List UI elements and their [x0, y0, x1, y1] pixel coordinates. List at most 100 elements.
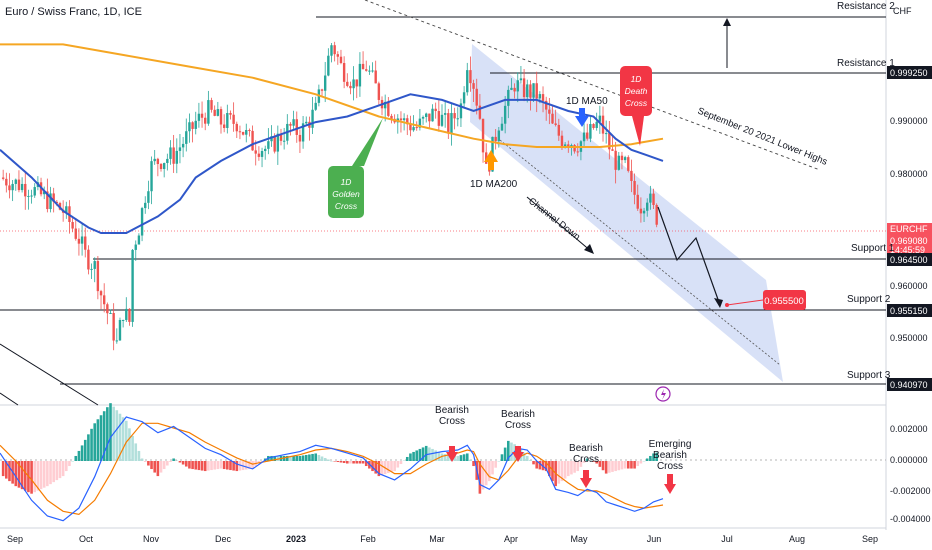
- macd-annotation-3: Bearish: [569, 443, 603, 454]
- candle-body: [8, 185, 11, 191]
- candle-body: [24, 183, 27, 197]
- candle-body: [276, 133, 280, 152]
- macd-histogram-bar: [134, 443, 138, 461]
- candle-body: [166, 158, 169, 164]
- macd-histogram-bar: [649, 455, 652, 461]
- macd-histogram-bar: [143, 461, 147, 463]
- last-price-label-bg: [887, 235, 932, 255]
- macd-histogram-bar: [491, 461, 494, 475]
- candle-body: [144, 202, 147, 209]
- macd-histogram-bar: [295, 455, 299, 461]
- time-tick-jun: Jun: [647, 534, 662, 544]
- candle-body: [447, 113, 450, 134]
- candle-body: [582, 132, 586, 142]
- candle-body: [456, 118, 459, 120]
- macd-histogram-bar: [156, 461, 160, 477]
- candle-body: [320, 89, 324, 91]
- macd-histogram-bar: [535, 461, 539, 469]
- macd-histogram-bar: [465, 453, 469, 461]
- macd-annotation-1b: Cross: [439, 416, 465, 427]
- candle-body: [544, 100, 548, 110]
- macd-histogram-bar: [169, 461, 172, 463]
- price-label-resistance-1: 0.999250: [890, 68, 928, 78]
- candle-body: [279, 133, 283, 141]
- macd-histogram-bar: [106, 407, 109, 461]
- ma50-arrow-head: [575, 116, 589, 127]
- time-tick-sep: Sep: [7, 534, 23, 544]
- macd-histogram-bar: [462, 454, 466, 461]
- candle-body: [137, 235, 141, 245]
- macd-histogram-bar: [557, 461, 561, 484]
- macd-annotation-2b: Cross: [505, 420, 531, 431]
- candle-body: [592, 124, 595, 128]
- candle-body: [43, 191, 46, 195]
- macd-histogram-bar: [604, 461, 608, 474]
- macd-histogram-bar: [286, 455, 289, 461]
- macd-histogram-bar: [333, 461, 336, 462]
- macd-annotation-2: Bearish: [501, 409, 535, 420]
- candle-body: [557, 124, 561, 136]
- candle-body: [655, 204, 658, 225]
- symbol-label: EURCHF: [890, 224, 928, 234]
- candle-body: [633, 180, 636, 195]
- candle-body: [188, 122, 191, 132]
- price-axis-bg: [886, 0, 932, 550]
- candle-body: [229, 113, 232, 115]
- candle-body: [374, 70, 377, 84]
- candle-body: [371, 70, 374, 72]
- macd-histogram-bar: [229, 461, 232, 471]
- macd-histogram-bar: [162, 461, 166, 470]
- macd-histogram-bar: [443, 453, 447, 461]
- candle-body: [428, 113, 431, 122]
- candle-body: [526, 84, 529, 98]
- candle-body: [573, 145, 576, 152]
- candle-body: [333, 45, 336, 55]
- last-price-label: 0.969080: [890, 236, 928, 246]
- support-2-label: Support 2: [847, 294, 891, 305]
- candle-body: [235, 123, 238, 132]
- time-tick-oct: Oct: [79, 534, 94, 544]
- macd-tick-3: -0.004000: [890, 514, 931, 524]
- candle-body: [14, 179, 17, 184]
- candle-body: [87, 249, 90, 270]
- candle-body: [264, 148, 267, 152]
- macd-histogram-bar: [61, 461, 65, 477]
- macd-histogram-bar: [200, 461, 204, 471]
- candle-body: [551, 113, 554, 124]
- macd-histogram-bar: [1, 461, 5, 477]
- emerging-bearish-cross-arrow-shaft: [667, 474, 673, 484]
- candle-body: [305, 121, 308, 124]
- time-tick-mar: Mar: [429, 534, 445, 544]
- macd-histogram-bar: [74, 455, 78, 461]
- candle-body: [361, 63, 365, 70]
- macd-histogram-bar: [83, 439, 87, 461]
- macd-histogram-bar: [80, 445, 84, 461]
- death-cross-line-3: Cross: [625, 98, 648, 108]
- macd-histogram-bar: [623, 461, 627, 469]
- candle-body: [17, 179, 21, 191]
- candle-body: [74, 228, 77, 239]
- macd-histogram-bar: [330, 461, 333, 462]
- macd-histogram-bar: [131, 435, 134, 461]
- macd-tick-1: 0.000000: [890, 455, 928, 465]
- candle-body: [481, 118, 485, 153]
- candle-body: [200, 113, 204, 118]
- candle-body: [402, 118, 406, 121]
- candle-body: [216, 109, 220, 116]
- macd-histogram-bar: [481, 461, 485, 490]
- candle-body: [27, 195, 30, 197]
- macd-histogram-bar: [415, 450, 419, 461]
- macd-histogram-bar: [393, 461, 396, 472]
- macd-histogram-bar: [188, 461, 191, 469]
- macd-histogram-bar: [544, 461, 548, 472]
- macd-histogram-bar: [336, 461, 340, 463]
- candle-body: [118, 319, 122, 341]
- macd-histogram-bar: [270, 455, 273, 461]
- candle-body: [368, 70, 371, 72]
- bearish-cross-arrow-1-shaft: [449, 446, 455, 452]
- candle-body: [267, 141, 270, 149]
- candle-body: [84, 236, 87, 250]
- candle-body: [548, 109, 551, 114]
- macd-histogram-bar: [390, 461, 393, 473]
- candle-body: [131, 249, 134, 322]
